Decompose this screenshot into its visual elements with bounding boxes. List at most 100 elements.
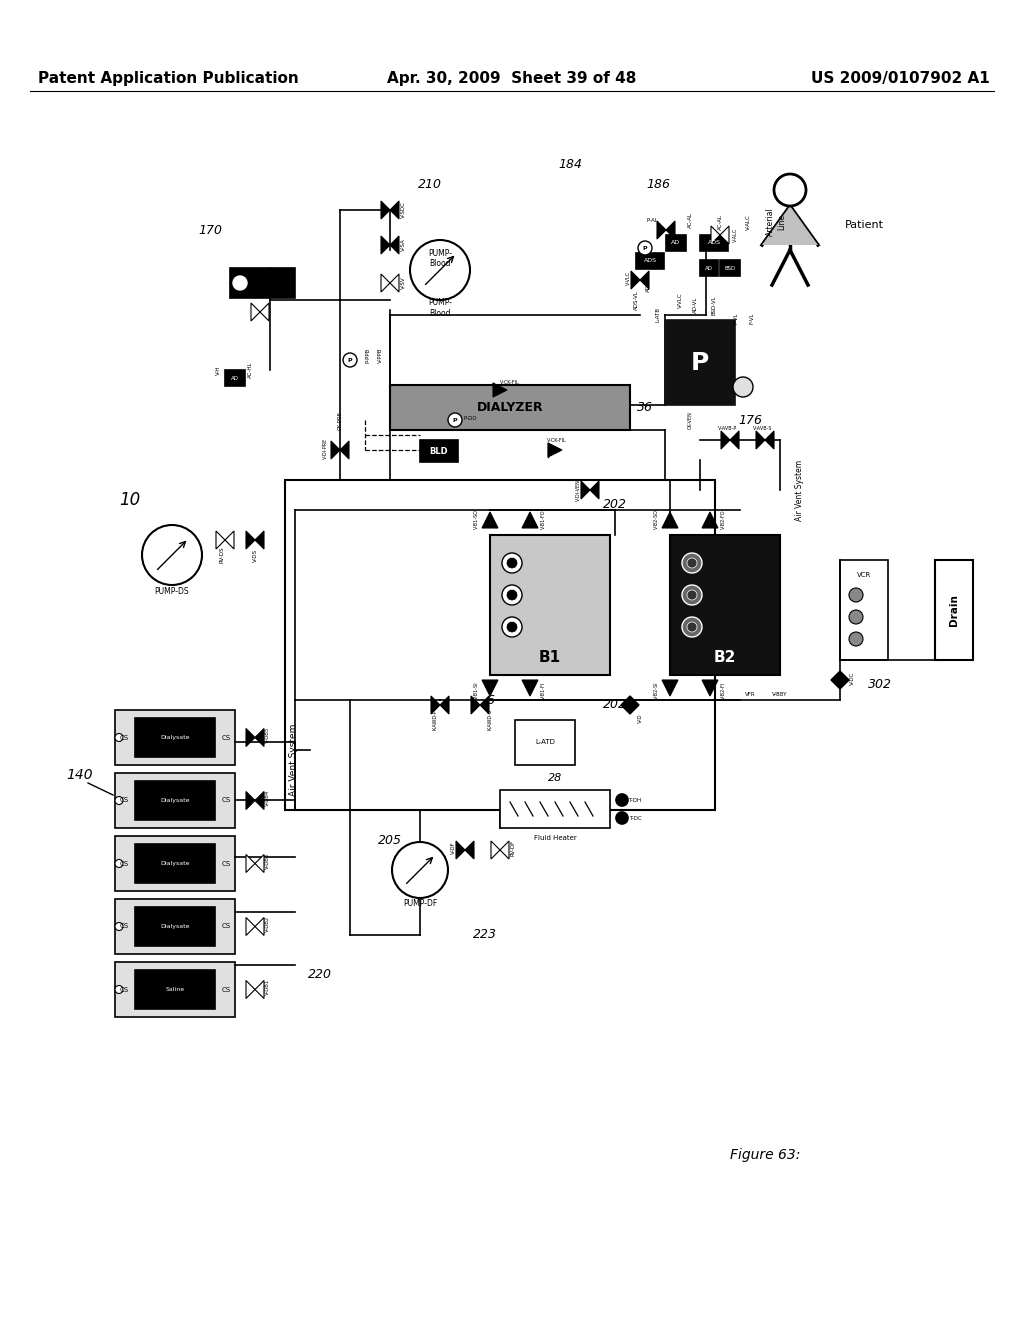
Polygon shape	[721, 432, 730, 449]
Polygon shape	[431, 696, 440, 714]
Text: BSD-VL: BSD-VL	[712, 296, 717, 314]
Polygon shape	[381, 201, 390, 219]
Bar	[670, 535, 780, 675]
Text: V-VLC: V-VLC	[678, 292, 683, 308]
Polygon shape	[390, 236, 399, 253]
Text: VFR: VFR	[744, 693, 756, 697]
Text: ADS: ADS	[643, 259, 656, 264]
Polygon shape	[440, 696, 449, 714]
Text: AD: AD	[231, 375, 239, 380]
Bar	[115, 899, 234, 954]
Text: CK-VEN: CK-VEN	[687, 411, 692, 429]
Polygon shape	[331, 441, 340, 459]
Bar	[935, 560, 973, 660]
Polygon shape	[581, 480, 590, 499]
Text: Fluid Heater: Fluid Heater	[534, 836, 577, 841]
Polygon shape	[246, 981, 255, 998]
Text: CS: CS	[120, 924, 129, 929]
Text: VCR: VCR	[857, 572, 871, 578]
Polygon shape	[500, 841, 509, 859]
Text: V-SA: V-SA	[400, 239, 406, 251]
Polygon shape	[756, 432, 765, 449]
Text: V-SDC: V-SDC	[400, 202, 406, 218]
Text: RV-DF: RV-DF	[511, 840, 515, 857]
Text: DIALYZER: DIALYZER	[477, 401, 544, 414]
Text: P: P	[643, 246, 647, 251]
Polygon shape	[522, 680, 538, 696]
Text: P-VL: P-VL	[733, 313, 738, 323]
Circle shape	[687, 558, 697, 568]
Circle shape	[849, 610, 863, 624]
Text: 302: 302	[868, 678, 892, 692]
Text: ADS-VL: ADS-VL	[634, 290, 639, 310]
Text: CS: CS	[221, 797, 230, 804]
Circle shape	[682, 616, 702, 638]
Polygon shape	[255, 531, 264, 549]
Polygon shape	[762, 206, 818, 246]
Text: P: P	[453, 417, 458, 422]
Text: V-H: V-H	[215, 366, 220, 375]
Text: CK-PRE: CK-PRE	[338, 411, 342, 429]
Text: AC-AL: AC-AL	[687, 213, 692, 228]
Bar	[135, 907, 215, 946]
Polygon shape	[390, 201, 399, 219]
Text: P: P	[691, 351, 710, 375]
Text: 205: 205	[378, 833, 402, 846]
Text: V-B8Y: V-B8Y	[772, 693, 787, 697]
Text: CS: CS	[221, 861, 230, 866]
Text: Patent Application Publication: Patent Application Publication	[38, 70, 299, 86]
Text: V-D: V-D	[638, 713, 642, 723]
Text: V-B1-SO: V-B1-SO	[473, 510, 478, 529]
Bar	[115, 774, 234, 828]
Polygon shape	[255, 981, 264, 998]
Circle shape	[682, 553, 702, 573]
Text: T-DH: T-DH	[629, 797, 642, 803]
Bar	[700, 260, 718, 276]
Text: CS: CS	[120, 734, 129, 741]
Text: V-B2-SI: V-B2-SI	[653, 681, 658, 698]
Text: 220: 220	[308, 969, 332, 982]
Text: V-DB3: V-DB3	[264, 853, 269, 869]
Polygon shape	[548, 444, 562, 457]
Bar	[225, 370, 245, 385]
Polygon shape	[662, 512, 678, 528]
Circle shape	[392, 842, 449, 898]
Text: 184: 184	[558, 158, 582, 172]
Text: AD: AD	[672, 240, 681, 246]
Circle shape	[507, 622, 517, 632]
Text: ADS: ADS	[708, 240, 721, 246]
Text: Dialysate: Dialysate	[160, 799, 189, 803]
Text: V-DF: V-DF	[451, 842, 456, 854]
Text: V-B2-SO: V-B2-SO	[653, 510, 658, 529]
Bar	[135, 718, 215, 756]
Text: 223: 223	[473, 928, 497, 941]
Text: PUMP-
Blood: PUMP- Blood	[428, 298, 452, 318]
Polygon shape	[381, 236, 390, 253]
Text: AC-HL: AC-HL	[248, 362, 253, 379]
Circle shape	[638, 242, 652, 255]
Polygon shape	[246, 792, 255, 809]
Text: Arterial: Arterial	[766, 207, 774, 236]
Text: T-DC: T-DC	[629, 816, 641, 821]
Bar	[135, 781, 215, 820]
Polygon shape	[730, 432, 739, 449]
Text: 210: 210	[418, 178, 442, 191]
Polygon shape	[246, 854, 255, 873]
Polygon shape	[225, 531, 234, 549]
Polygon shape	[657, 220, 666, 239]
Bar	[135, 970, 215, 1008]
Polygon shape	[590, 480, 599, 499]
Bar	[490, 535, 610, 675]
Bar	[135, 843, 215, 883]
Circle shape	[687, 590, 697, 601]
Text: P-DO: P-DO	[463, 416, 477, 421]
Polygon shape	[465, 841, 474, 859]
Circle shape	[774, 174, 806, 206]
Text: V-DB2: V-DB2	[264, 915, 269, 932]
Text: 140: 140	[67, 768, 93, 781]
Text: 10: 10	[120, 491, 140, 510]
Text: PUMP-DS: PUMP-DS	[155, 587, 189, 597]
Text: 186: 186	[646, 178, 670, 191]
Text: V-CK-FIL: V-CK-FIL	[547, 437, 567, 442]
Polygon shape	[480, 696, 489, 714]
